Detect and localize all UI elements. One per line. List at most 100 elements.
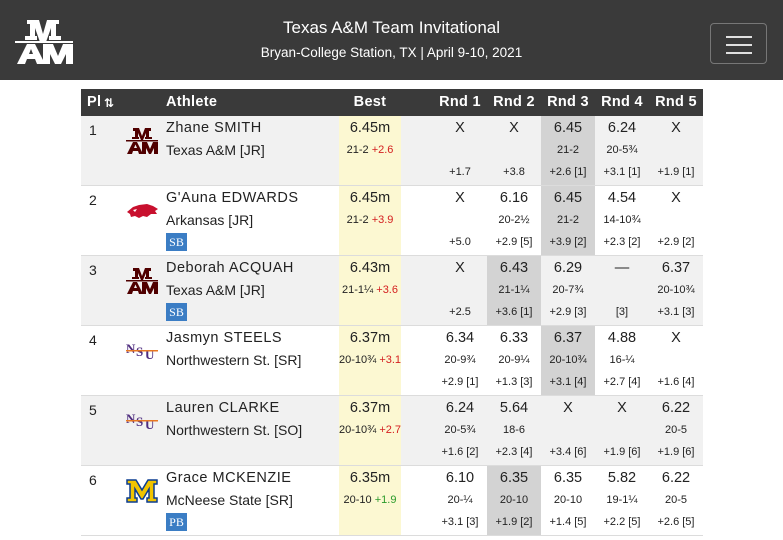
attempt-imperial: 20-2½	[498, 214, 530, 226]
best-cell	[339, 466, 401, 536]
athlete-name-link[interactable]: Jasmyn STEELS	[166, 330, 283, 346]
place: 6	[89, 472, 97, 488]
row-divider	[81, 325, 703, 326]
best-mark: 6.35m	[349, 470, 391, 486]
attempt-wind: +2.9 [3]	[549, 306, 587, 318]
table-row[interactable]: 6 Grace MCKENZIE McNeese State [SR] PB 6.35m…	[81, 466, 703, 536]
attempt-wind: +3.4 [6]	[549, 446, 587, 458]
attempt-imperial: 14-10¾	[603, 214, 641, 226]
team-name-link[interactable]: Arkansas [JR]	[166, 212, 254, 228]
attempt-imperial: 21-2	[556, 144, 580, 156]
athlete-name-link[interactable]: Deborah ACQUAH	[166, 260, 294, 276]
table-row[interactable]: 2 G'Auna EDWARDS Arkansas [JR] SB 6.45m 21-2 …	[81, 186, 703, 256]
attempt-imperial: 20-10	[553, 494, 583, 506]
best-conversion: 20-10¾ +3.1	[335, 354, 405, 366]
attempt-wind: +2.7 [4]	[603, 376, 641, 388]
sort-icon[interactable]: ⇅	[104, 96, 115, 110]
rnd4-header[interactable]: Rnd 4	[601, 94, 643, 110]
attempt-mark: 6.35	[499, 470, 529, 486]
record-badge: SB	[166, 233, 187, 251]
attempt-imperial: 20-5	[664, 494, 688, 506]
northwestern-state-logo[interactable]: NSU	[125, 406, 159, 436]
attempt-mark: 6.45	[553, 120, 583, 136]
rnd3-header[interactable]: Rnd 3	[547, 94, 589, 110]
attempt-wind: +2.3 [2]	[603, 236, 641, 248]
best-attempt-highlight	[541, 116, 595, 186]
best-mark: 6.43m	[349, 260, 391, 276]
row-divider	[81, 465, 703, 466]
attempt-mark: 6.24	[445, 400, 475, 416]
team-name-link[interactable]: Northwestern St. [SR]	[166, 352, 302, 368]
best-conversion: 21-2 +3.9	[335, 214, 405, 226]
best-mark: 6.37m	[349, 330, 391, 346]
mcneese-m-logo[interactable]	[125, 476, 159, 506]
attempt-wind: +2.2 [5]	[603, 516, 641, 528]
team-name-link[interactable]: Northwestern St. [SO]	[166, 422, 303, 438]
rnd5-header[interactable]: Rnd 5	[655, 94, 697, 110]
texas-am-logo[interactable]	[13, 16, 75, 68]
attempt-imperial: 21-2	[556, 214, 580, 226]
attempt-wind: [3]	[615, 306, 629, 318]
attempt-wind: +2.3 [4]	[495, 446, 533, 458]
northwestern-state-logo[interactable]: NSU	[125, 336, 159, 366]
athlete-name-link[interactable]: G'Auna EDWARDS	[166, 190, 299, 206]
attempt-mark: 6.33	[499, 330, 529, 346]
attempt-mark: 6.22	[661, 470, 691, 486]
attempt-mark: 5.64	[499, 400, 529, 416]
best-cell	[339, 186, 401, 256]
attempt-wind: +2.9 [5]	[495, 236, 533, 248]
team-name-link[interactable]: Texas A&M [JR]	[166, 142, 265, 158]
best-conversion: 20-10 +1.9	[335, 494, 405, 506]
place: 3	[89, 262, 97, 278]
attempt-mark: 6.22	[661, 400, 691, 416]
best-wind: +3.9	[371, 214, 394, 226]
svg-text:N: N	[126, 341, 136, 356]
attempt-mark: 6.45	[553, 190, 583, 206]
attempt-mark: X	[671, 330, 681, 346]
arkansas-razorback-logo[interactable]	[125, 196, 159, 226]
row-divider	[81, 255, 703, 256]
meet-subtitle: Bryan-College Station, TX | April 9-10, …	[260, 45, 523, 60]
best-mark: 6.45m	[349, 190, 391, 206]
attempt-imperial: 20-9¾	[444, 354, 476, 366]
athlete-name-link[interactable]: Grace MCKENZIE	[166, 470, 292, 486]
team-name-link[interactable]: Texas A&M [JR]	[166, 282, 265, 298]
attempt-mark: X	[455, 120, 465, 136]
place-header[interactable]: Pl	[87, 94, 102, 110]
attempt-imperial: 20-5¾	[606, 144, 638, 156]
attempt-mark: 6.29	[553, 260, 583, 276]
attempt-wind: +3.1 [1]	[603, 166, 641, 178]
attempt-mark: X	[671, 120, 681, 136]
row-divider	[81, 185, 703, 186]
athlete-header[interactable]: Athlete	[166, 94, 218, 110]
attempt-imperial: 20-5¾	[444, 424, 476, 436]
athlete-name-link[interactable]: Zhane SMITH	[166, 120, 262, 136]
rnd2-header[interactable]: Rnd 2	[493, 94, 535, 110]
menu-button[interactable]	[710, 23, 767, 64]
texas-am-logo[interactable]	[125, 266, 159, 296]
attempt-mark: 6.43	[499, 260, 529, 276]
best-mark: 6.37m	[349, 400, 391, 416]
meet-title: Texas A&M Team Invitational	[282, 18, 500, 37]
team-name-link[interactable]: McNeese State [SR]	[166, 492, 293, 508]
best-header[interactable]: Best	[353, 94, 387, 110]
attempt-wind: +3.6 [1]	[495, 306, 533, 318]
athlete-name-link[interactable]: Lauren CLARKE	[166, 400, 280, 416]
attempt-wind: +3.1 [3]	[441, 516, 479, 528]
rnd1-header[interactable]: Rnd 1	[439, 94, 481, 110]
attempt-wind: +2.6 [5]	[657, 516, 695, 528]
attempt-imperial: 20-7¾	[552, 284, 584, 296]
table-row[interactable]: 3 Deborah ACQUAH Texas A&M [JR] SB 6.43m 21-1…	[81, 256, 703, 326]
attempt-mark: 6.10	[445, 470, 475, 486]
attempt-mark: X	[509, 120, 519, 136]
best-cell	[339, 256, 401, 326]
table-row[interactable]: 4 NSU Jasmyn STEELS Northwestern St. [SR] 6.…	[81, 326, 703, 396]
table-row[interactable]: 5 NSU Lauren CLARKE Northwestern St. [SO] 6.…	[81, 396, 703, 466]
best-wind: +3.6	[376, 284, 398, 296]
best-attempt-highlight	[487, 256, 541, 326]
attempt-wind: +2.9 [2]	[657, 236, 695, 248]
attempt-imperial: 20-¼	[447, 494, 473, 506]
table-row[interactable]: 1 Zhane SMITH Texas A&M [JR] 6.45m 21-2 +2.6…	[81, 116, 703, 186]
best-cell	[339, 116, 401, 186]
texas-am-logo[interactable]	[125, 126, 159, 156]
